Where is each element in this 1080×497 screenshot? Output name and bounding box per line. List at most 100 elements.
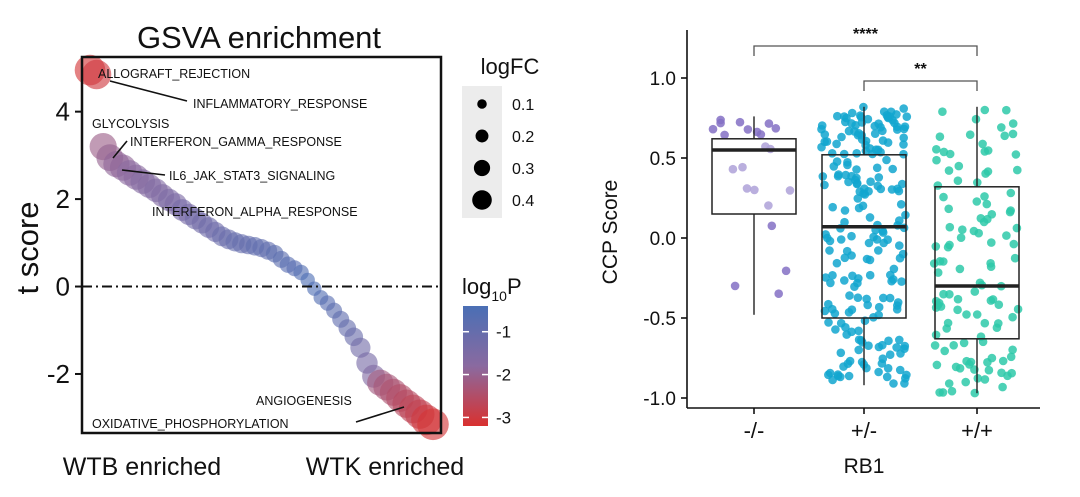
ccp-data-point [874,173,884,182]
ccp-data-point [1013,304,1023,314]
ccp-data-point [1007,368,1016,378]
ccp-data-point [742,184,752,193]
ccp-data-point [839,149,849,159]
ccp-data-point [938,107,947,116]
ccp-data-point [893,298,903,307]
ccp-data-point [856,111,865,120]
gsva-y-tick-label: 0 [56,272,70,302]
ccp-data-point [878,136,888,145]
logfc-legend: logFC 0.1 0.2 0.3 0.4 [462,54,539,218]
ccp-data-point [883,113,893,123]
ccp-data-point [931,242,941,251]
annotation-leader-line [355,406,405,423]
ccp-data-point [818,172,828,181]
ccp-data-point [943,318,953,328]
ccp-data-point [970,287,980,296]
ccp-data-point [826,278,835,288]
ccp-data-point [954,161,964,171]
ccp-data-point [874,367,883,377]
ccp-data-point [932,145,941,154]
ccp-data-point [944,204,953,214]
ccp-data-point [987,238,996,247]
ccp-data-point [1012,223,1022,233]
ccp-data-point [871,145,881,154]
annotation-label: GLYCOLYSIS [92,117,169,131]
gsva-y-tick-label: 4 [56,97,70,127]
ccp-data-point [847,231,856,241]
ccp-data-point [935,388,944,397]
ccp-data-point [902,370,911,380]
ccp-data-point [836,318,846,328]
ccp-data-point [965,360,974,369]
ccp-data-point [897,277,906,286]
ccp-data-point [896,349,905,358]
ccp-data-point [831,325,840,334]
ccp-data-point [889,275,898,284]
ccp-y-tick-label: 1.0 [650,69,676,90]
ccp-data-point [1008,129,1018,139]
logp-legend-title-sub: 10 [491,288,507,304]
gsva-plot-frame [80,55,443,435]
ccp-data-point [852,149,861,158]
ccp-data-point [828,271,837,280]
ccp-data-point [980,192,989,201]
ccp-data-point [978,337,988,347]
logfc-legend-label: 0.3 [512,161,534,178]
logp-legend-label: -3 [496,408,511,427]
ccp-data-point [840,276,849,285]
ccp-data-point [892,305,902,314]
ccp-data-point [994,319,1003,328]
ccp-data-point [878,340,887,350]
ccp-data-point [884,336,893,346]
ccp-data-point [983,167,993,176]
gsva-chart-title: GSVA enrichment [137,20,381,55]
ccp-data-point [844,177,853,187]
significance-label: **** [853,26,879,43]
ccp-data-point [865,213,875,222]
ccp-x-tick-label: +/- [851,418,877,443]
ccp-chart: -1.0-0.50.00.51.0-/- +/- +/+ ****** CCP Sc… [599,26,1040,478]
ccp-data-point [956,233,966,242]
ccp-data-point [932,155,941,165]
ccp-data-point [972,197,982,206]
ccp-data-point [973,374,983,383]
ccp-data-point [764,119,774,128]
ccp-data-point [735,117,745,127]
ccp-data-point [824,318,833,327]
ccp-box [934,186,1020,340]
gsva-x-label-left: WTB enriched [63,453,221,481]
ccp-data-point [965,130,975,139]
ccp-data-point [939,147,949,157]
ccp-data-point [832,258,842,268]
ccp-y-tick-label: -0.5 [643,309,676,330]
ccp-data-point [873,181,883,191]
ccp-data-point [933,268,943,277]
ccp-data-point [945,240,954,250]
ccp-data-point [998,356,1008,366]
gsva-y-tick-label: -2 [47,359,70,389]
ccp-data-point [959,338,969,348]
ccp-data-point [843,359,853,369]
ccp-data-point [781,266,791,276]
ccp-data-point [874,246,883,255]
ccp-data-point [890,118,899,128]
ccp-data-point [878,126,887,136]
ccp-data-point [1002,231,1011,240]
ccp-data-point [840,206,850,215]
gsva-y-tick-label: 2 [56,184,70,214]
annotation-label: INTERFERON_GAMMA_RESPONSE [130,135,342,149]
ccp-data-point [987,353,997,363]
ccp-data-point [980,375,990,384]
ccp-data-point [866,177,875,186]
ccp-data-point [825,246,834,255]
ccp-data-point [862,254,872,264]
ccp-data-point [900,341,910,351]
logp-legend-label: -1 [496,323,511,342]
ccp-data-point [869,232,878,242]
ccp-data-point [893,184,902,194]
ccp-data-point [728,164,738,174]
ccp-data-point [858,338,867,347]
ccp-data-point [842,113,851,123]
gsva-chart: GSVA enrichment ALLOGRAFT_REJECTION INFLA… [10,20,539,481]
ccp-data-point [854,345,863,355]
